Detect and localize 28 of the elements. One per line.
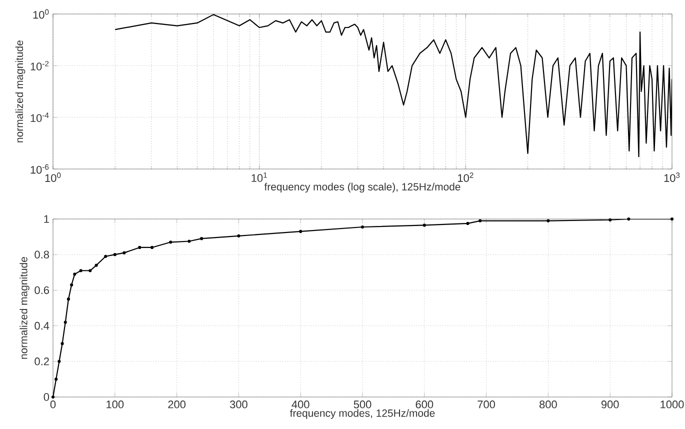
x-tick-label: 500: [354, 400, 372, 408]
x-tick-label: 300: [230, 400, 248, 408]
x-tick-label: 100: [106, 400, 124, 408]
y-tick-label: 0.2: [34, 358, 49, 366]
y-tick-label: 0.4: [34, 322, 50, 330]
y-tick-label: 0.6: [34, 286, 49, 294]
x-tick-label: 10$^{3}$: [664, 172, 680, 182]
x-tick-label: 0: [50, 400, 56, 408]
y-axis-title: normalized magnitude: [15, 40, 26, 142]
x-axis-title: frequency modes, 125Hz/mode: [290, 409, 435, 419]
y-tick-label: 10$^{0}$: [33, 9, 49, 19]
y-tick-label: 0: [44, 393, 50, 401]
x-tick-label: 200: [168, 400, 186, 408]
y-tick-label: 10$^{-4}$: [30, 112, 49, 122]
y-tick-label: 10$^{-6}$: [30, 164, 49, 174]
x-tick-label: 400: [292, 400, 310, 408]
x-tick-label: 10$^{1}$: [252, 172, 267, 182]
x-tick-label: 900: [601, 400, 619, 408]
x-axis-title: frequency modes (log scale), 125Hz/mode: [264, 182, 460, 193]
y-tick-label: 0.8: [34, 250, 49, 258]
y-axis-title: normalized magnitude: [20, 257, 30, 359]
x-tick-label: 10$^{2}$: [458, 172, 474, 182]
x-tick-label: 700: [478, 400, 496, 408]
y-tick-label: 10$^{-2}$: [30, 60, 49, 70]
x-tick-label: 1000: [660, 400, 684, 408]
x-tick-label: 600: [416, 400, 434, 408]
y-tick-label: 1: [44, 215, 49, 223]
x-tick-label: 800: [540, 400, 557, 408]
